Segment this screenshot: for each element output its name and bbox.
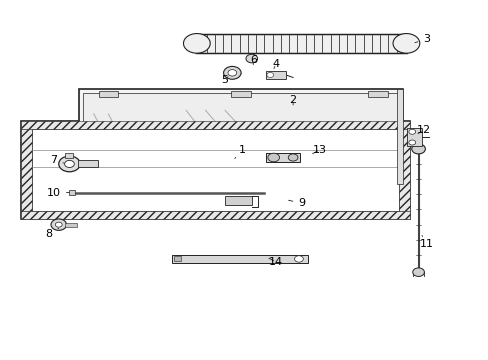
- Bar: [69, 190, 75, 195]
- Bar: [64, 153, 73, 158]
- Text: 5: 5: [221, 75, 228, 85]
- Bar: [21, 121, 409, 129]
- Text: 9: 9: [288, 198, 305, 208]
- Bar: [99, 91, 118, 97]
- Bar: [21, 121, 409, 219]
- Text: 11: 11: [419, 235, 433, 249]
- Text: 12: 12: [415, 125, 429, 135]
- Bar: [224, 196, 251, 205]
- Circle shape: [227, 69, 236, 76]
- Circle shape: [223, 66, 241, 79]
- Circle shape: [392, 33, 419, 53]
- Text: 14: 14: [268, 257, 283, 267]
- Text: 10: 10: [47, 188, 69, 198]
- Bar: [266, 71, 285, 79]
- Circle shape: [411, 144, 425, 154]
- Circle shape: [267, 153, 279, 162]
- Text: 1: 1: [234, 145, 245, 158]
- Bar: [21, 211, 409, 219]
- Bar: [266, 153, 300, 162]
- Bar: [398, 129, 409, 211]
- Circle shape: [245, 54, 257, 63]
- Circle shape: [408, 129, 415, 134]
- Circle shape: [64, 160, 74, 167]
- Text: 8: 8: [45, 228, 59, 239]
- Circle shape: [55, 222, 62, 227]
- Circle shape: [183, 33, 210, 53]
- Circle shape: [294, 256, 303, 262]
- Circle shape: [412, 268, 424, 276]
- Circle shape: [287, 154, 297, 161]
- Bar: [407, 128, 421, 146]
- Bar: [231, 91, 250, 97]
- Text: 13: 13: [312, 145, 326, 155]
- Circle shape: [408, 140, 415, 145]
- Bar: [196, 33, 407, 53]
- Bar: [83, 93, 398, 179]
- Text: 7: 7: [50, 156, 64, 165]
- Bar: [174, 256, 181, 261]
- Text: 2: 2: [289, 95, 296, 105]
- Bar: [79, 89, 402, 184]
- Bar: [396, 89, 402, 184]
- Circle shape: [59, 156, 80, 172]
- Circle shape: [266, 72, 273, 77]
- Bar: [31, 129, 398, 211]
- Bar: [368, 91, 387, 97]
- Text: 4: 4: [272, 59, 279, 69]
- Circle shape: [51, 219, 66, 230]
- Text: 6: 6: [249, 55, 256, 65]
- Bar: [21, 129, 31, 211]
- Bar: [64, 222, 77, 227]
- Text: 3: 3: [414, 34, 429, 44]
- Bar: [171, 255, 307, 263]
- Bar: [78, 160, 98, 167]
